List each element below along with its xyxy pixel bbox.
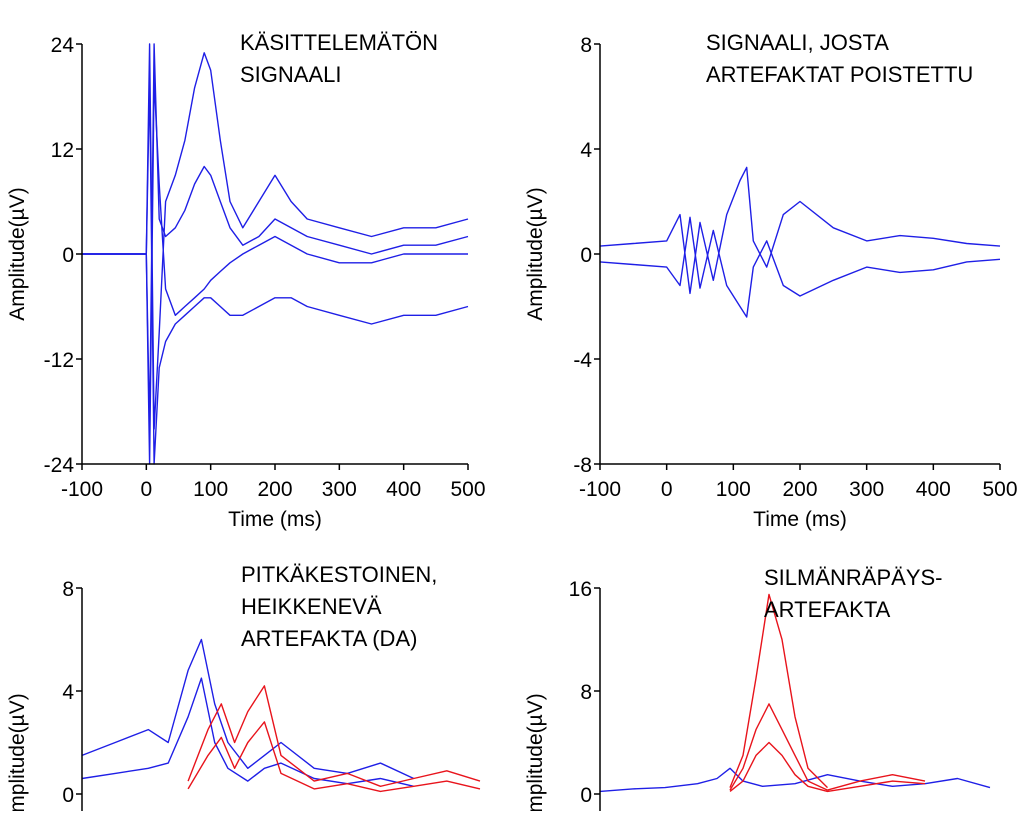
x-tick-label: 200	[782, 478, 817, 501]
x-tick-label: 0	[661, 478, 673, 501]
panel-annotation: SILMÄNRÄPÄYS-	[764, 565, 943, 590]
artifact-line-4	[187, 721, 481, 793]
x-tick-label: 500	[982, 478, 1017, 501]
y-tick-label: 4	[62, 681, 74, 704]
panel-1: -24 -12 0 12 24 -100 0 100 200 300 400 500 Time (ms)…	[6, 30, 486, 531]
y-axis-label: Amplitude(µV)	[6, 693, 29, 811]
y-tick-label: 0	[580, 784, 592, 807]
series-group	[599, 593, 991, 793]
x-tick-label: 400	[916, 478, 951, 501]
y-tick-label: 0	[62, 784, 74, 807]
panel-annotation: ARTEFAKTA (DA)	[241, 626, 417, 651]
series-group	[82, 43, 469, 465]
x-tick-label: 100	[716, 478, 751, 501]
y-tick-label: -8	[573, 454, 592, 477]
artifact-line-3	[729, 703, 926, 791]
x-tick-label: -100	[579, 478, 621, 501]
x-tick-label: 100	[193, 478, 228, 501]
y-tick-label: 0	[62, 244, 74, 267]
signal-line-1	[599, 767, 991, 793]
signal-line-4	[82, 43, 469, 430]
signal-line-2	[599, 216, 1001, 318]
x-tick-label: 200	[257, 478, 292, 501]
x-tick-label: 300	[849, 478, 884, 501]
signal-line-2	[81, 677, 414, 787]
x-tick-label: 500	[450, 478, 485, 501]
panel-annotation: SIGNAALI	[240, 62, 341, 87]
x-axis-label: Time (ms)	[228, 508, 322, 531]
panel-annotation: KÄSITTELEMÄTÖN	[240, 30, 438, 55]
panel-3: 0 4 8 Amplitude(µV) PITKÄKESTOINEN, HEIKKENEV…	[6, 562, 481, 816]
panel-annotation: ARTEFAKTAT POISTETTU	[706, 62, 973, 87]
signal-line-2	[82, 78, 468, 465]
signal-line-1	[81, 638, 414, 780]
panel-annotation: SIGNAALI, JOSTA	[706, 30, 889, 55]
x-axis-label: Time (ms)	[753, 508, 847, 531]
y-tick-label: 8	[580, 681, 592, 704]
signal-line-1	[82, 43, 469, 430]
artifact-line-2	[729, 593, 828, 789]
panel-4: 0 8 16 Amplitude(µV) SILMÄNRÄPÄYS- ARTEFAKTA	[524, 565, 991, 816]
x-tick-label: 300	[322, 478, 357, 501]
panel-annotation: HEIKKENEVÄ	[241, 594, 382, 619]
y-tick-label: -4	[573, 349, 592, 372]
panel-annotation: PITKÄKESTOINEN,	[241, 562, 437, 587]
x-tick-label: 0	[140, 478, 152, 501]
y-tick-label: -12	[44, 349, 74, 372]
y-axis-label: Amplitude(µV)	[6, 187, 29, 320]
signal-line-3	[82, 78, 469, 465]
panel-annotation: ARTEFAKTA	[764, 597, 891, 622]
panel-2: -8 -4 0 4 8 -100 0 100 200 300 400 500 Time (ms) Ampl…	[524, 30, 1018, 531]
y-tick-label: 24	[51, 34, 75, 57]
series-group	[81, 638, 481, 793]
y-tick-label: 16	[569, 578, 592, 601]
y-tick-label: 8	[580, 34, 592, 57]
y-tick-label: 12	[51, 139, 74, 162]
x-tick-label: -100	[61, 478, 103, 501]
artifact-line-3	[187, 685, 481, 787]
y-tick-label: 0	[580, 244, 592, 267]
y-axis-label: Amplitude(µV)	[524, 187, 547, 320]
artifact-line-4	[729, 741, 926, 793]
x-tick-label: 400	[386, 478, 421, 501]
y-axis-label: Amplitude(µV)	[524, 693, 547, 811]
y-tick-label: 4	[580, 139, 592, 162]
series-group	[599, 166, 1001, 318]
y-tick-label: 8	[62, 578, 74, 601]
signal-line-1	[599, 166, 1001, 295]
y-tick-label: -24	[44, 454, 75, 477]
